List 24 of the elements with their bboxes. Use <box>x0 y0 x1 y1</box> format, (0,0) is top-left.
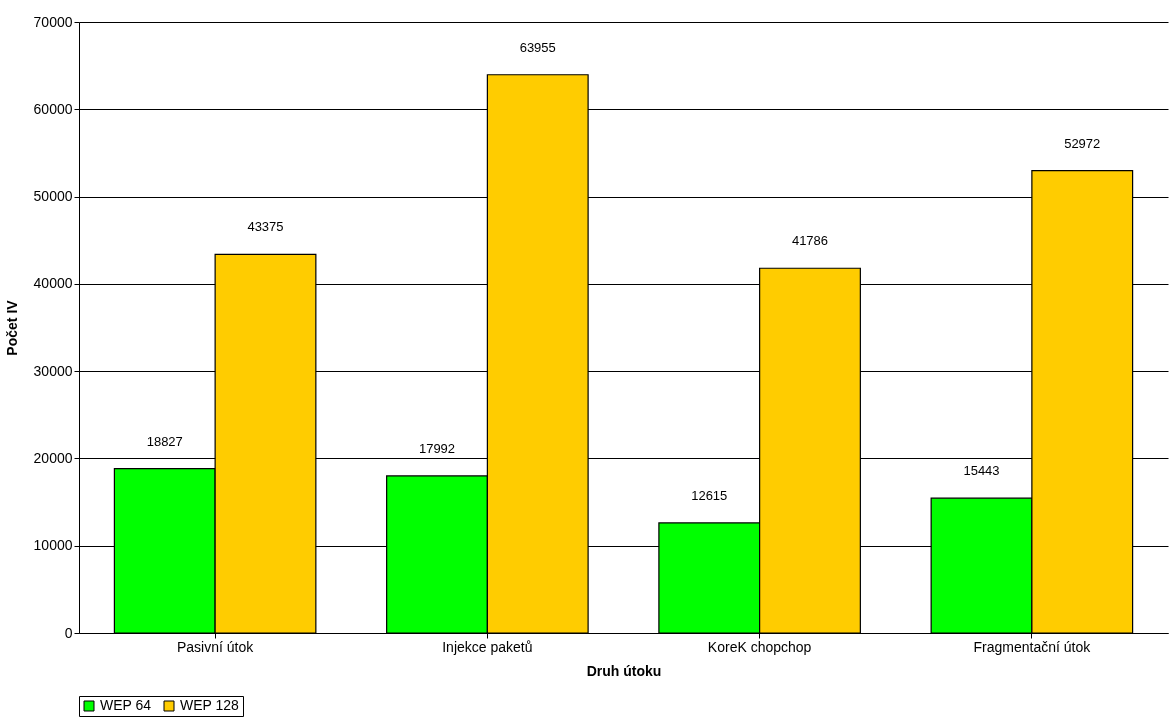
y-tick-label: 60000 <box>33 100 73 117</box>
x-tick-label: Injekce paketů <box>442 638 533 655</box>
x-tick-label: Fragmentační útok <box>973 638 1092 655</box>
legend-label: WEP 64 <box>100 697 152 713</box>
y-tick-label: 50000 <box>33 188 73 205</box>
y-tick-label: 20000 <box>33 449 73 466</box>
data-label: 18827 <box>146 433 183 449</box>
x-tick-label: Pasivní útok <box>176 638 255 655</box>
legend-label: WEP 128 <box>180 697 240 713</box>
data-label: 43375 <box>247 219 284 235</box>
y-tick-label: 40000 <box>33 275 73 292</box>
y-tick-label: 70000 <box>33 13 73 30</box>
y-tick-label: 0 <box>64 624 73 641</box>
y-tick-label: 10000 <box>33 537 73 554</box>
data-label: 41786 <box>791 233 829 249</box>
data-label: 12615 <box>691 487 728 503</box>
data-label: 15443 <box>963 463 1000 479</box>
data-label: 17992 <box>418 440 456 456</box>
y-tick-label: 30000 <box>33 362 73 379</box>
x-axis-title: Druh útoku <box>586 662 662 679</box>
y-axis-title: Počet IV <box>3 299 20 356</box>
x-tick-label: KoreK chopchop <box>707 638 812 655</box>
data-label: 63955 <box>519 39 556 55</box>
data-label: 52972 <box>1064 135 1101 151</box>
